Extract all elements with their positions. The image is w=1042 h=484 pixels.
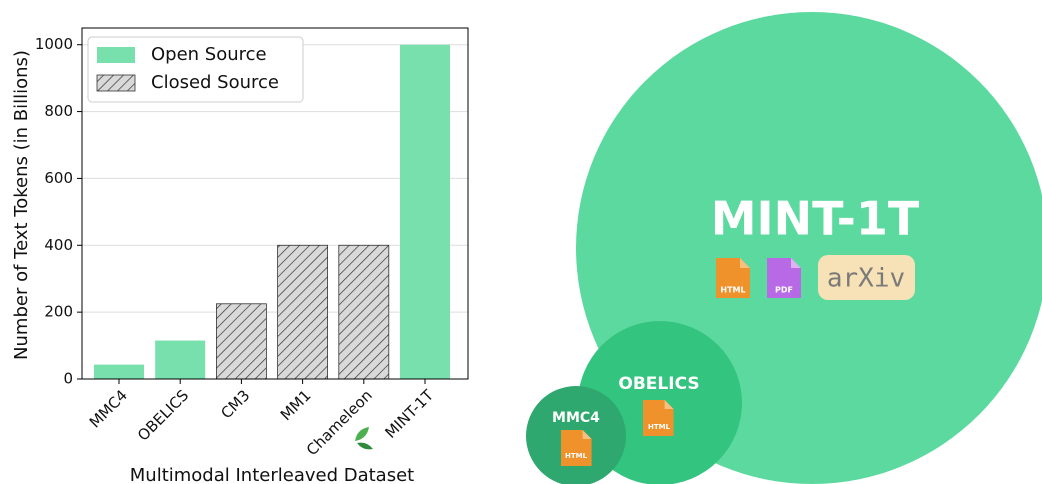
y-tick-label: 800 — [44, 102, 73, 120]
legend-label: Closed Source — [151, 72, 279, 93]
leaf-icon — [355, 427, 369, 441]
y-axis-label: Number of Text Tokens (in Billions) — [11, 50, 32, 360]
bubble-diagram: MINT-1T HTML PDF arXiv OBELICS HTML MMC4… — [526, 12, 1042, 484]
x-tick-label: CM3 — [217, 386, 253, 422]
arxiv-badge — [818, 255, 915, 300]
bar — [155, 340, 206, 379]
x-tick-label: MMC4 — [86, 386, 131, 431]
legend: Open Source Closed Source — [87, 36, 304, 103]
y-tick-label: 1000 — [35, 35, 73, 53]
y-tick-label: 400 — [44, 236, 73, 254]
y-tick-label: 200 — [44, 303, 73, 321]
bar — [338, 244, 390, 380]
legend-box — [87, 36, 304, 103]
bar — [277, 244, 329, 380]
y-tick-label: 0 — [63, 370, 73, 388]
bar — [400, 44, 450, 379]
x-axis-label: Multimodal Interleaved Dataset — [130, 465, 414, 484]
x-tick-label: OBELICS — [134, 386, 192, 444]
icon-label: PDF — [775, 286, 793, 295]
bar — [94, 364, 144, 379]
icon-label: HTML — [648, 423, 671, 431]
bar — [215, 303, 267, 380]
icon-label: HTML — [565, 452, 588, 460]
x-tick-label: MM1 — [277, 386, 315, 424]
legend-swatch — [97, 47, 135, 63]
circle-label: OBELICS — [618, 374, 699, 394]
x-tick-label: MINT-1T — [382, 386, 438, 442]
circle-label: MINT-1T — [711, 192, 920, 246]
icon-label: arXiv — [827, 264, 905, 294]
axes-frame — [81, 27, 469, 380]
icon-label: HTML — [720, 286, 745, 295]
y-tick-label: 600 — [44, 169, 73, 187]
legend-label: Open Source — [151, 44, 267, 65]
legend-swatch — [96, 74, 136, 92]
html-icon — [561, 430, 592, 466]
leaf-icon — [357, 442, 373, 450]
circle-label: MMC4 — [552, 410, 600, 426]
